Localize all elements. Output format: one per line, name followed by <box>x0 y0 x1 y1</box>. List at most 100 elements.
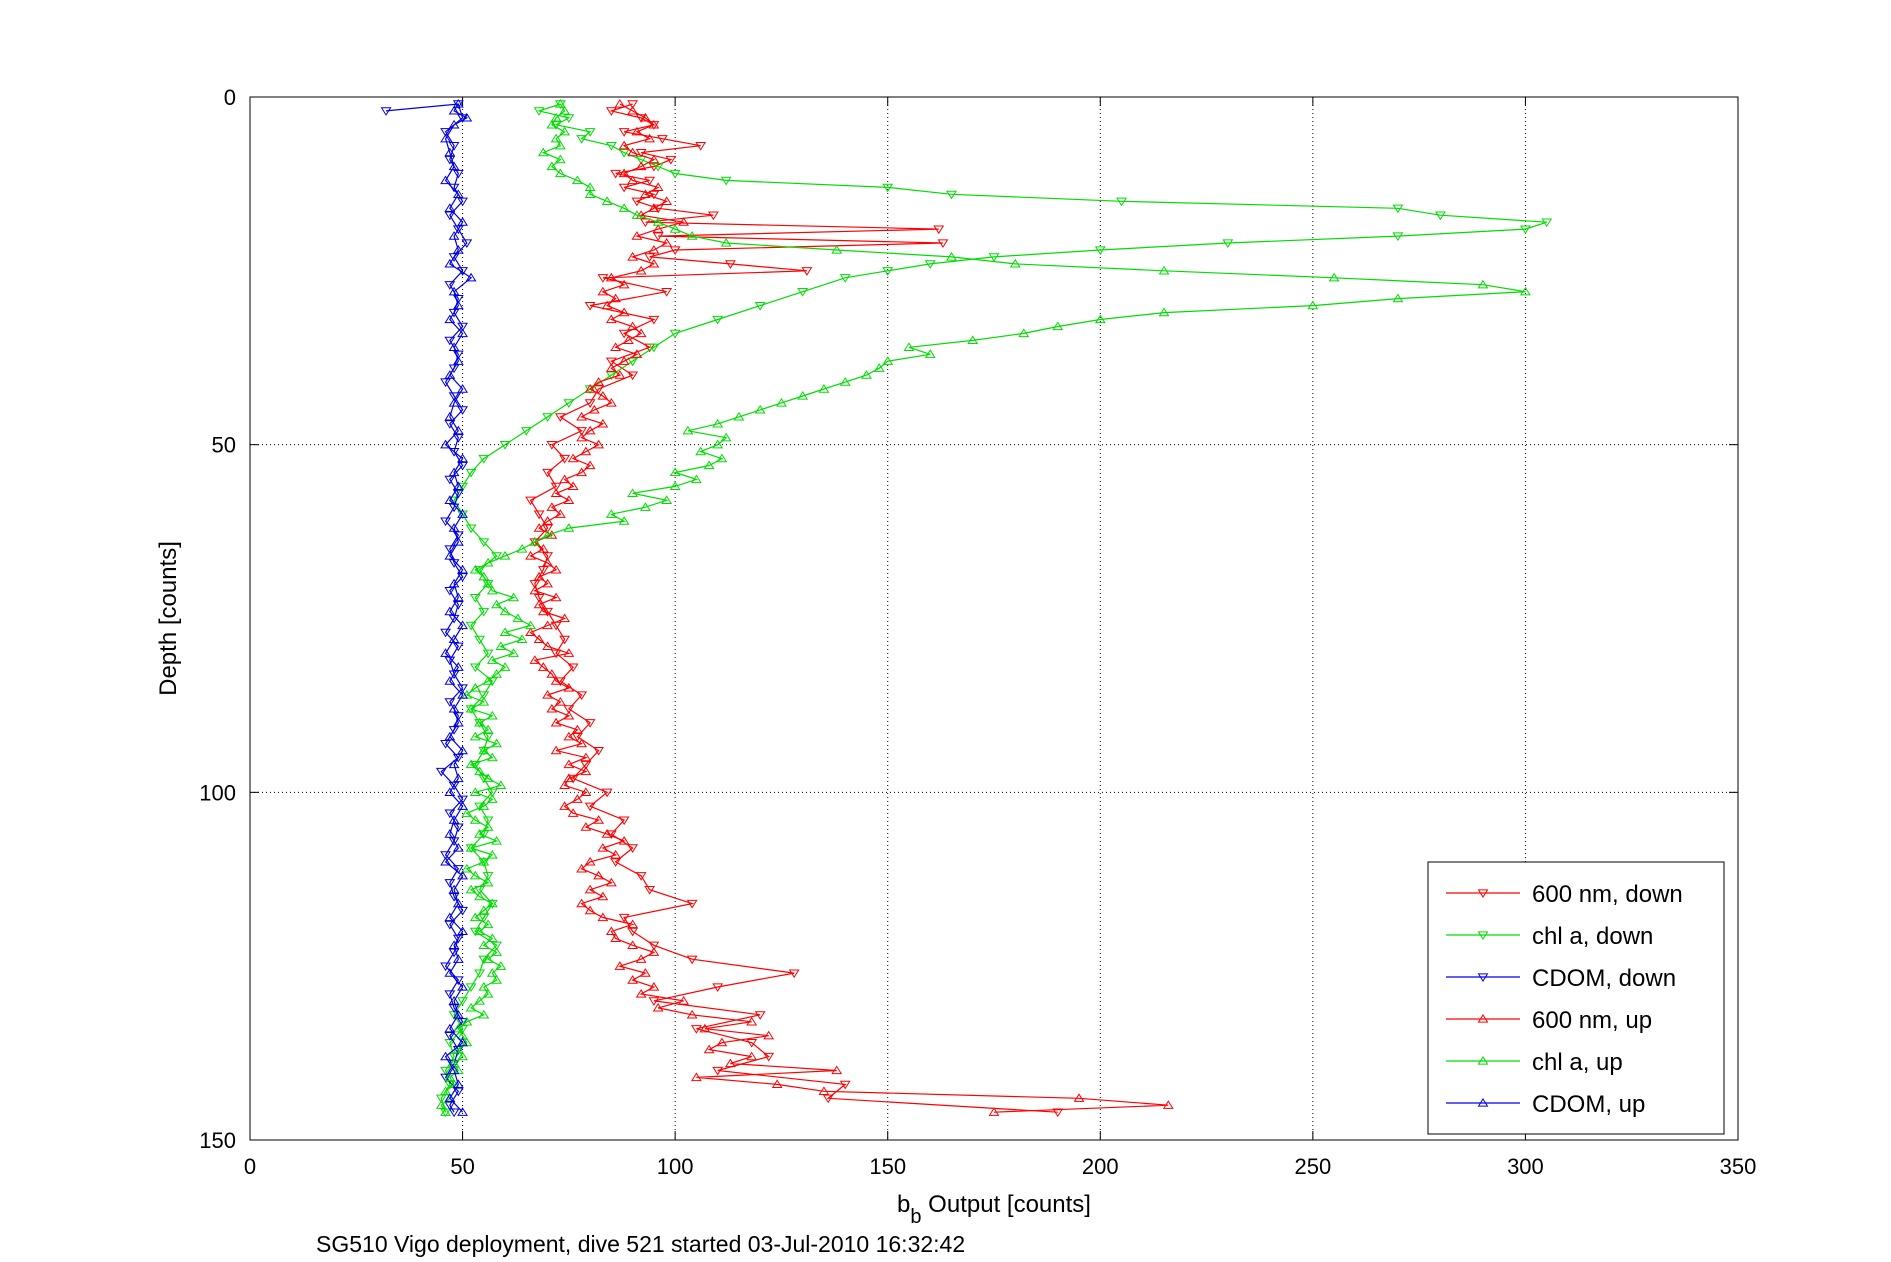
data-point <box>486 933 498 943</box>
data-point <box>448 392 460 401</box>
data-point <box>627 371 639 381</box>
data-point <box>482 557 494 567</box>
data-point <box>627 175 639 185</box>
data-point <box>525 620 536 630</box>
data-point <box>703 460 715 470</box>
data-point <box>605 926 617 936</box>
data-point <box>554 154 566 164</box>
data-point <box>1328 272 1340 282</box>
data-point <box>593 870 605 880</box>
data-point <box>482 877 494 887</box>
data-point <box>639 189 651 198</box>
data-point <box>435 1100 447 1109</box>
data-point <box>584 802 596 812</box>
data-point <box>605 371 617 381</box>
data-point <box>457 1051 468 1061</box>
data-point <box>690 1072 702 1082</box>
data-point <box>682 425 694 435</box>
data-point <box>563 114 575 123</box>
data-point <box>576 691 588 700</box>
data-point <box>444 809 456 819</box>
data-point <box>593 439 605 449</box>
data-point <box>482 988 494 998</box>
data-point <box>559 126 571 136</box>
data-point <box>720 238 732 247</box>
data-point <box>605 877 617 887</box>
data-point <box>452 954 464 963</box>
data-point <box>440 175 451 185</box>
data-point <box>461 808 473 817</box>
data-point <box>491 947 502 956</box>
data-point <box>478 696 490 706</box>
data-point <box>452 189 464 198</box>
data-point <box>520 427 532 436</box>
data-point <box>924 260 936 269</box>
data-point <box>448 231 460 240</box>
data-point <box>610 858 622 867</box>
data-point <box>529 537 541 546</box>
data-point <box>550 676 562 685</box>
data-point <box>452 169 464 179</box>
data-point <box>567 808 579 817</box>
data-point <box>584 384 596 393</box>
data-point <box>457 689 468 699</box>
data-point <box>554 696 566 706</box>
data-point <box>440 962 451 972</box>
data-point <box>448 286 460 296</box>
data-point <box>618 140 630 150</box>
data-point <box>546 161 558 171</box>
data-point <box>542 413 554 422</box>
data-point <box>1009 258 1021 268</box>
legend-item: 600 nm, up <box>1446 1007 1652 1034</box>
data-point <box>644 133 656 143</box>
data-point <box>937 239 949 249</box>
data-point <box>440 517 451 527</box>
data-point <box>474 926 485 936</box>
data-point <box>576 411 588 421</box>
data-point <box>448 634 460 644</box>
data-point <box>482 954 494 963</box>
data-point <box>597 418 609 428</box>
data-point <box>499 662 511 671</box>
data-point <box>652 232 664 242</box>
data-point <box>452 642 464 652</box>
data-point <box>618 128 630 137</box>
data-point <box>746 1051 758 1061</box>
data-point <box>474 995 485 1005</box>
data-point <box>478 955 490 965</box>
data-point <box>444 1032 456 1041</box>
data-point <box>444 411 456 421</box>
data-point <box>550 488 562 497</box>
data-point <box>593 377 605 386</box>
data-point <box>448 447 460 457</box>
data-point <box>639 968 651 977</box>
data-point <box>491 836 502 845</box>
data-point <box>537 543 549 553</box>
data-point <box>563 495 575 504</box>
data-point <box>542 641 554 650</box>
series-3 <box>525 98 1174 1116</box>
data-point <box>542 578 554 588</box>
data-point <box>665 155 677 165</box>
data-point <box>559 801 571 810</box>
data-point <box>627 844 639 853</box>
data-point <box>635 114 647 123</box>
data-point <box>631 126 643 136</box>
data-point <box>648 244 660 254</box>
y-tick-label: 50 <box>212 433 236 458</box>
data-point <box>597 891 609 901</box>
data-point <box>478 982 490 991</box>
series-0 <box>525 100 1064 1118</box>
data-point <box>516 634 528 644</box>
data-point <box>469 870 481 880</box>
data-point <box>457 217 468 226</box>
data-point <box>882 356 894 365</box>
data-point <box>469 760 481 770</box>
data-point <box>452 489 464 499</box>
data-point <box>478 856 490 866</box>
data-point <box>457 461 468 471</box>
data-point <box>576 898 588 908</box>
legend-item: 600 nm, down <box>1446 881 1683 908</box>
data-point <box>444 545 456 554</box>
data-point <box>1116 197 1127 207</box>
